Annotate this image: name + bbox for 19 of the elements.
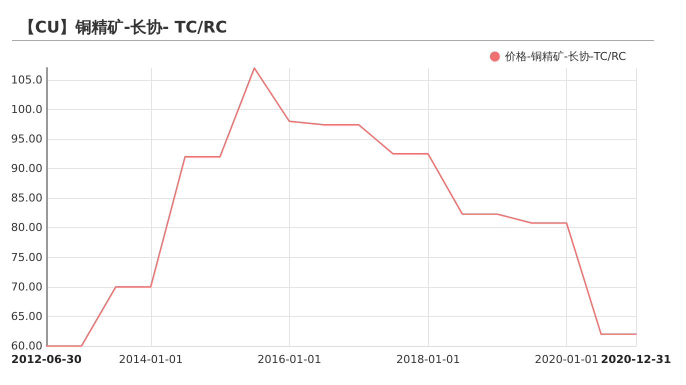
y-tick-label: 65.00 — [10, 310, 42, 323]
y-tick-label: 70.00 — [10, 280, 42, 294]
y-tick-label: 75.00 — [10, 250, 42, 264]
y-tick-label: 90.00 — [10, 162, 42, 176]
x-tick-label: 2014-01-01 — [118, 353, 183, 366]
y-tick-label: 105.0 — [10, 73, 42, 86]
x-tick-label: 2020-01-01 — [534, 353, 599, 366]
y-tick-label: 100.0 — [10, 102, 42, 116]
x-tick-label: 2018-01-01 — [396, 353, 460, 366]
x-tick-label: 2020-12-31 — [600, 353, 672, 366]
legend-label: 价格-铜精矿-长协-TC/RC — [504, 50, 626, 63]
x-tick-label: 2012-06-30 — [11, 353, 82, 366]
line-series — [46, 67, 637, 347]
y-tick-label: 95.00 — [10, 132, 42, 146]
y-tick-label: 85.00 — [10, 192, 42, 205]
y-tick-label: 60.00 — [10, 340, 42, 352]
y-tick-label: 80.00 — [10, 221, 42, 234]
x-tick-label: 2016-01-01 — [257, 353, 322, 366]
chart-title: 【CU】铜精矿-长协- TC/RC — [19, 18, 228, 36]
